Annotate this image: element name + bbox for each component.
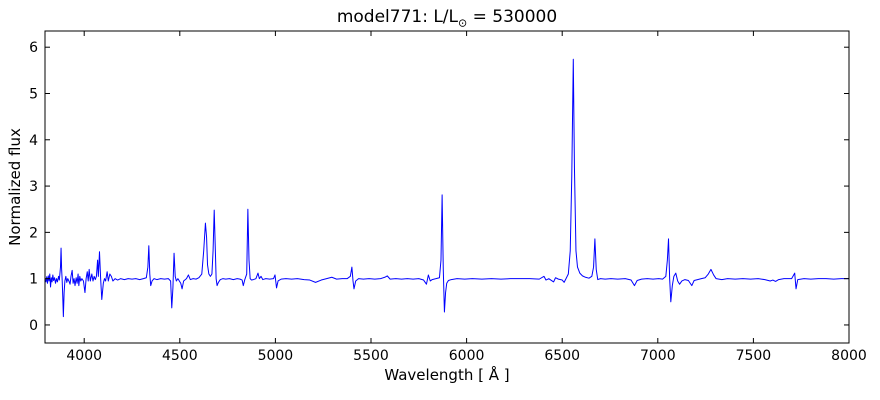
y-tick-label: 2 (29, 225, 38, 241)
x-axis-label: Wavelength [ Å ] (384, 366, 510, 384)
y-tick-label: 3 (29, 179, 38, 195)
y-axis-label: Normalized flux (6, 128, 24, 246)
x-tick-label: 7000 (640, 348, 676, 364)
plot-title-prefix: model771: L/L (336, 7, 458, 27)
x-tick-label: 5500 (353, 348, 389, 364)
x-tick-label: 5000 (258, 348, 294, 364)
x-tick-label: 7500 (736, 348, 772, 364)
axes-frame (44, 30, 850, 344)
y-tick-label: 4 (29, 133, 38, 149)
y-tick-label: 5 (29, 86, 38, 102)
x-tick-label: 4500 (162, 348, 198, 364)
x-tick-label: 6000 (449, 348, 485, 364)
y-tick-label: 1 (29, 272, 38, 288)
x-tick-label: 6500 (544, 348, 580, 364)
spectrum-line (44, 58, 849, 318)
x-tick-label: 4000 (66, 348, 102, 364)
plot-title-suffix: = 530000 (467, 7, 558, 27)
plot-title: model771: L/L⊙ = 530000 (45, 7, 849, 30)
y-tick-label: 0 (29, 318, 38, 334)
y-tick-label: 6 (29, 40, 38, 56)
solar-symbol: ⊙ (458, 16, 468, 30)
x-tick-label: 8000 (831, 348, 867, 364)
